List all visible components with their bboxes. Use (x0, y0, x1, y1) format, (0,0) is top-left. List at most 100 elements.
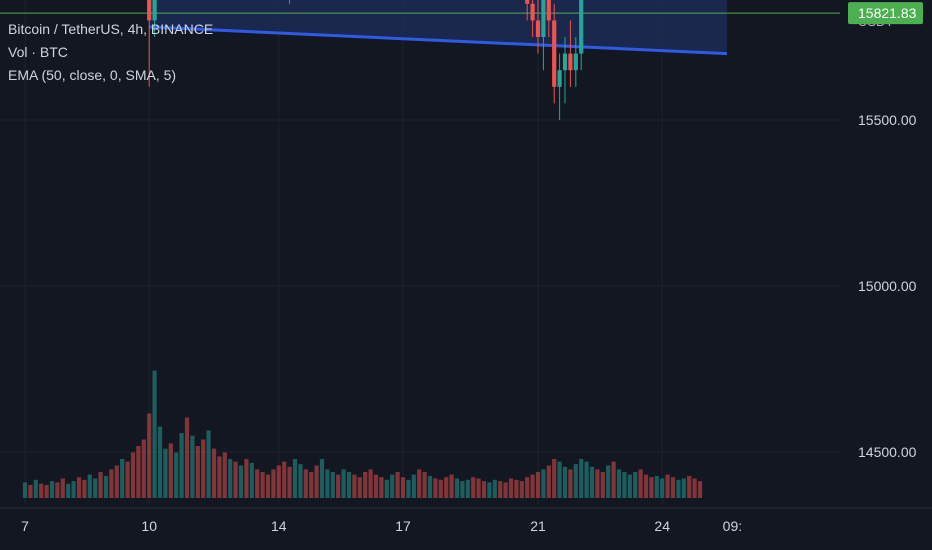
volume-bar (319, 459, 325, 498)
volume-bar (697, 481, 703, 498)
candle-body (557, 70, 562, 87)
candle-body (147, 0, 152, 21)
legend-ema[interactable]: EMA (50, close, 0, SMA, 5) (8, 67, 177, 83)
volume-bar (255, 469, 260, 498)
legend-symbol[interactable]: Bitcoin / TetherUS, 4h, BINANCE (8, 21, 214, 37)
volume-bar (341, 469, 346, 498)
volume-bar (314, 465, 319, 498)
volume-bar (233, 461, 238, 498)
volume-bar (66, 483, 71, 498)
volume-bar (87, 474, 92, 498)
volume-bar (217, 456, 222, 498)
volume-bar (309, 472, 314, 498)
volume-bar (260, 472, 265, 498)
volume-bar (136, 446, 141, 498)
volume-bar (114, 465, 119, 498)
y-tick-label: 15000.00 (858, 278, 917, 294)
volume-bar (584, 461, 589, 498)
volume-bar (687, 475, 692, 498)
volume-bar (55, 482, 60, 498)
time-axis[interactable]: 7 10 14 17 21 24 09: (0, 507, 932, 550)
candle-body (579, 0, 584, 54)
price-badges: 16840.0716539.9915821.83 (848, 2, 923, 25)
volume-bar (211, 448, 217, 498)
volume-bar (174, 452, 179, 498)
volume-bar (244, 459, 249, 498)
x-tick-label: 14 (271, 518, 287, 534)
volume-bar (503, 482, 508, 498)
x-tick-label: 10 (141, 518, 157, 534)
volume-bar (201, 439, 206, 498)
volume-bar (282, 461, 287, 498)
volume-bar (287, 466, 292, 498)
channel-drawing[interactable] (149, 0, 728, 56)
volume-bar (579, 459, 584, 498)
volume-bar (330, 472, 335, 498)
volume-bar (562, 466, 568, 498)
volume-bar (195, 446, 200, 498)
volume-bar (265, 474, 271, 498)
volume-bar (643, 474, 649, 498)
volume-bar (633, 472, 638, 498)
price-axis-bg (841, 0, 932, 550)
volume-bar (249, 462, 254, 498)
volume-bar (476, 478, 481, 498)
volume-bar (660, 478, 665, 498)
volume-bar (568, 469, 573, 498)
volume-bar (120, 459, 125, 498)
volume-bar (649, 477, 654, 498)
volume-bar (384, 479, 389, 498)
volume-bar (346, 472, 352, 498)
volume-bar (39, 483, 44, 498)
channel-fill (149, 0, 727, 54)
x-tick-label: 24 (654, 518, 670, 534)
volume-bar (611, 461, 616, 498)
candle-body (152, 0, 157, 21)
volume-bar (422, 472, 427, 498)
y-tick-label: 14500.00 (858, 444, 917, 460)
price-axis[interactable]: USDT14500.0015000.0015500.0016000.001650… (841, 0, 932, 550)
volume-bar (357, 477, 362, 498)
volume-bar (179, 433, 184, 498)
candles (147, 0, 584, 120)
volume-bar (670, 477, 676, 498)
legend-volume[interactable]: Vol · BTC (8, 44, 68, 60)
x-tick-label: 09: (723, 518, 742, 534)
volume-bar (44, 485, 49, 498)
volume-bar (471, 477, 476, 498)
candle-body (541, 0, 546, 37)
candle-body (546, 0, 551, 21)
y-tick-label: 15500.00 (858, 112, 917, 128)
volume-bar (395, 472, 400, 498)
volume-bar (93, 478, 98, 498)
volume-bar (535, 472, 541, 498)
volume-bar (206, 430, 211, 498)
volume-bar (508, 478, 514, 498)
volume-bar (292, 459, 298, 498)
volume-bar (125, 461, 130, 498)
time-axis-bg (0, 508, 932, 550)
volume-bar (336, 474, 341, 498)
volume-bar (303, 469, 308, 498)
volume-bar (363, 472, 368, 498)
candle-body (535, 20, 541, 37)
horizontal-lines[interactable] (0, 0, 840, 14)
x-tick-label: 17 (395, 518, 411, 534)
volume-bar (141, 439, 146, 498)
volume-bar (552, 459, 557, 498)
volume-bar (487, 482, 492, 498)
x-tick-label: 21 (530, 518, 546, 534)
volume-bar (168, 443, 173, 498)
volume-bar (76, 477, 82, 498)
volume-bar (33, 479, 38, 498)
candle-body (568, 53, 573, 71)
volume-bar (82, 479, 87, 498)
volume-bar (152, 370, 157, 498)
volume-bar (557, 461, 562, 498)
volume-bar (444, 477, 449, 498)
volume-bar (190, 435, 195, 498)
volume-bar (498, 481, 503, 498)
volume-bar (325, 469, 330, 498)
